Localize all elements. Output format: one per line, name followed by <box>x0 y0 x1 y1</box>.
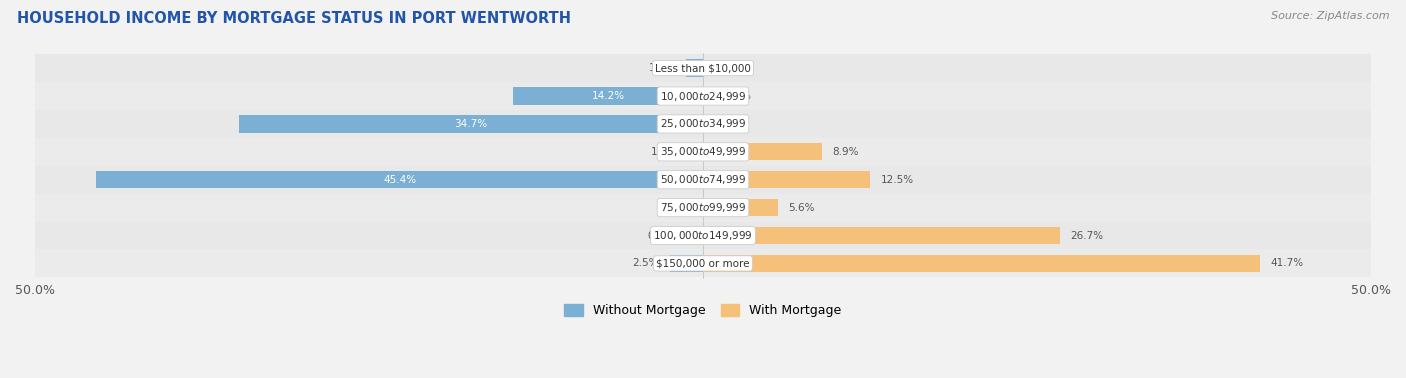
Text: 0.37%: 0.37% <box>718 91 752 101</box>
Bar <box>703 87 709 105</box>
Text: 45.4%: 45.4% <box>384 175 416 185</box>
Bar <box>35 82 1371 110</box>
Legend: Without Mortgage, With Mortgage: Without Mortgage, With Mortgage <box>560 299 846 322</box>
Bar <box>689 143 703 161</box>
Text: $50,000 to $74,999: $50,000 to $74,999 <box>659 173 747 186</box>
Text: 41.7%: 41.7% <box>1271 259 1303 268</box>
Bar <box>35 138 1371 166</box>
Bar <box>35 110 1371 138</box>
Text: 2.5%: 2.5% <box>633 259 659 268</box>
Bar <box>35 54 1371 82</box>
Text: $100,000 to $149,999: $100,000 to $149,999 <box>654 229 752 242</box>
Text: 0.0%: 0.0% <box>714 63 740 73</box>
Text: 0.89%: 0.89% <box>647 231 681 240</box>
Bar <box>513 87 703 105</box>
Bar <box>703 171 870 188</box>
Text: 12.5%: 12.5% <box>880 175 914 185</box>
Bar <box>35 249 1371 277</box>
Bar <box>97 171 703 188</box>
Text: $35,000 to $49,999: $35,000 to $49,999 <box>659 145 747 158</box>
Bar <box>669 255 703 272</box>
Text: HOUSEHOLD INCOME BY MORTGAGE STATUS IN PORT WENTWORTH: HOUSEHOLD INCOME BY MORTGAGE STATUS IN P… <box>17 11 571 26</box>
Bar <box>703 199 778 216</box>
Bar <box>35 194 1371 222</box>
Text: 8.9%: 8.9% <box>832 147 859 157</box>
Text: 5.6%: 5.6% <box>789 203 815 212</box>
Bar <box>35 222 1371 249</box>
Text: $150,000 or more: $150,000 or more <box>657 259 749 268</box>
Text: Source: ZipAtlas.com: Source: ZipAtlas.com <box>1271 11 1389 21</box>
Text: 0.0%: 0.0% <box>714 119 740 129</box>
Bar <box>703 255 1260 272</box>
Text: 26.7%: 26.7% <box>1070 231 1104 240</box>
Text: Less than $10,000: Less than $10,000 <box>655 63 751 73</box>
Bar <box>35 166 1371 194</box>
Text: 1.1%: 1.1% <box>651 147 678 157</box>
Bar <box>239 115 703 133</box>
Bar <box>692 227 703 244</box>
Text: $75,000 to $99,999: $75,000 to $99,999 <box>659 201 747 214</box>
Bar <box>703 143 823 161</box>
Text: 0.0%: 0.0% <box>666 203 692 212</box>
Text: 1.3%: 1.3% <box>648 63 675 73</box>
Text: $25,000 to $34,999: $25,000 to $34,999 <box>659 118 747 130</box>
Text: $10,000 to $24,999: $10,000 to $24,999 <box>659 90 747 102</box>
Bar <box>703 227 1060 244</box>
Bar <box>686 59 703 77</box>
Text: 34.7%: 34.7% <box>454 119 488 129</box>
Text: 14.2%: 14.2% <box>592 91 624 101</box>
